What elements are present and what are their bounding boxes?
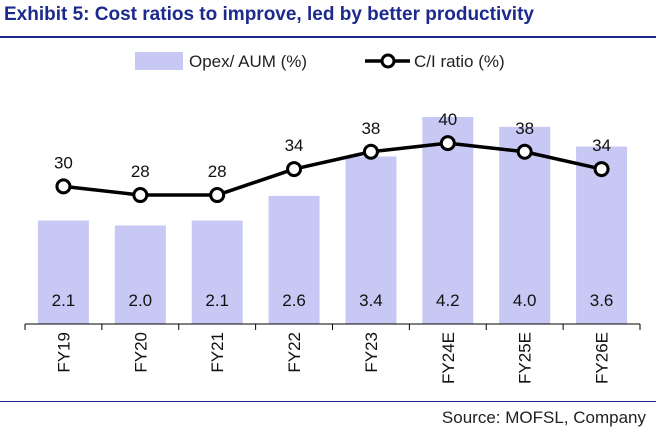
bar-FY24E [422,117,474,324]
line-point-FY24E [439,135,456,152]
line-series [55,135,610,204]
line-label-FY25E: 38 [515,119,534,138]
line-point-FY20 [132,187,149,204]
chart-title: Exhibit 5: Cost ratios to improve, led b… [4,4,534,25]
x-axis-ticks [24,324,641,330]
legend-bar-label: Opex/ AUM (%) [189,52,307,71]
line-point-FY19 [55,178,72,195]
category-labels: FY19 FY20 FY21 FY22 FY23 FY24E FY25E FY26E [54,332,611,384]
line-label-FY19: 30 [54,153,73,172]
bar-FY20 [114,225,166,324]
bar-label-FY19: 2.1 [52,291,76,310]
category-label-FY19: FY19 [54,332,73,373]
bar-FY22 [268,195,320,324]
bar-FY19 [37,220,89,324]
bar-FY23 [345,156,397,324]
category-label-FY24E: FY24E [439,332,458,384]
bar-value-labels: 2.1 2.0 2.1 2.6 3.4 4.2 4.0 3.6 [52,291,614,310]
legend: Opex/ AUM (%) C/I ratio (%) [135,52,505,71]
bar-label-FY23: 3.4 [359,291,383,310]
bar-series [37,117,628,324]
line-point-FY21 [209,187,226,204]
bar-label-FY21: 2.1 [205,291,229,310]
legend-bar-swatch [135,52,183,70]
legend-line-label: C/I ratio (%) [414,52,505,71]
line-point-FY23 [362,143,379,160]
bar-label-FY24E: 4.2 [436,291,460,310]
category-label-FY21: FY21 [208,332,227,373]
line-label-FY24E: 40 [438,110,457,129]
legend-line-marker [380,53,396,69]
bar-label-FY22: 2.6 [282,291,306,310]
category-label-FY20: FY20 [131,332,150,373]
line-label-FY21: 28 [208,162,227,181]
bottom-rule [0,401,656,402]
category-label-FY25E: FY25E [516,332,535,384]
bar-FY21 [191,220,243,324]
line-label-FY23: 38 [361,119,380,138]
title-rule [0,36,656,38]
bar-label-FY20: 2.0 [128,291,152,310]
category-label-FY23: FY23 [362,332,381,373]
source-note: Source: MOFSL, Company [441,408,646,427]
bar-label-FY25E: 4.0 [513,291,537,310]
line-point-FY26E [593,161,610,178]
category-label-FY22: FY22 [285,332,304,373]
line-point-FY22 [286,161,303,178]
line-label-FY22: 34 [285,136,304,155]
ci-ratio-line [63,141,602,197]
line-label-FY26E: 34 [592,136,611,155]
line-value-labels: 30 28 28 34 38 40 38 34 [54,110,611,181]
line-point-FY25E [516,143,533,160]
bar-label-FY26E: 3.6 [590,291,614,310]
line-label-FY20: 28 [131,162,150,181]
category-label-FY26E: FY26E [593,332,612,384]
